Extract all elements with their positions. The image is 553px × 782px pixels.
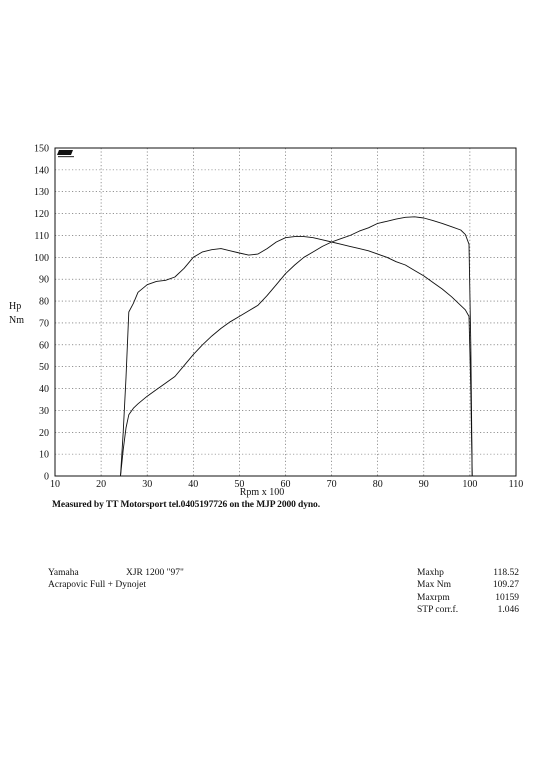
dyno-caption: Measured by TT Motorsport tel.0405197726… (52, 500, 320, 510)
stat-label: STP corr.f. (417, 604, 459, 615)
x-tick-label: 90 (419, 479, 429, 490)
x-tick-labels: 10 20 30 40 50 60 70 80 90 100 110 (50, 479, 523, 490)
y-tick-label: 90 (39, 275, 49, 286)
mjp-logo (57, 150, 74, 158)
stat-row-maxnm: Max Nm 109.27 (417, 579, 519, 591)
stat-row-maxhp: Maxhp 118.52 (417, 567, 519, 579)
x-tick-label: 10 (50, 479, 60, 490)
y-tick-label: 120 (34, 209, 49, 220)
x-tick-label: 40 (188, 479, 198, 490)
y-tick-labels: 0 10 20 30 40 50 60 70 80 90 100 110 120 130 140 150 (34, 144, 49, 483)
y-axis-label-hp: Hp (9, 301, 21, 312)
y-tick-label: 150 (34, 144, 49, 155)
vehicle-make: Yamaha (48, 568, 79, 578)
stat-row-maxrpm: Maxrpm 10159 (417, 592, 519, 604)
x-tick-label: 80 (373, 479, 383, 490)
x-tick-label: 100 (462, 479, 477, 490)
x-tick-label: 20 (96, 479, 106, 490)
y-tick-label: 140 (34, 165, 49, 176)
y-tick-label: 0 (44, 472, 49, 483)
y-tick-label: 130 (34, 187, 49, 198)
y-tick-label: 110 (34, 231, 49, 242)
y-tick-label: 60 (39, 340, 49, 351)
y-tick-label: 80 (39, 297, 49, 308)
chart-grid (55, 148, 516, 476)
x-tick-label: 110 (509, 479, 524, 490)
y-tick-label: 20 (39, 428, 49, 439)
y-tick-label: 50 (39, 362, 49, 373)
stat-label: Maxhp (417, 568, 444, 578)
x-tick-label: 30 (142, 479, 152, 490)
series-layer (120, 216, 473, 477)
stat-label: Maxrpm (417, 592, 450, 603)
vehicle-model: XJR 1200 "97" (126, 568, 184, 578)
series-line-power (120, 216, 473, 477)
y-tick-label: 40 (39, 384, 49, 395)
stat-row-stp: STP corr.f. 1.046 (417, 604, 519, 616)
series-line-torque (120, 236, 473, 477)
y-axis-label-nm: Nm (9, 315, 24, 326)
stat-value: 10159 (495, 592, 519, 603)
y-tick-label: 70 (39, 318, 49, 329)
x-axis-label: Rpm x 100 (240, 487, 284, 498)
stat-label: Max Nm (417, 580, 452, 591)
stat-value: 1.046 (497, 604, 519, 615)
y-tick-label: 100 (34, 253, 49, 264)
stat-value: 109.27 (492, 580, 519, 591)
vehicle-info: Yamaha XJR 1200 "97" Acrapovic Full + Dyn… (48, 567, 184, 591)
stat-value: 118.52 (493, 568, 519, 578)
y-tick-label: 10 (39, 450, 49, 461)
vehicle-setup: Acrapovic Full + Dynojet (48, 580, 146, 590)
y-tick-label: 30 (39, 406, 49, 417)
logo-mark (57, 150, 73, 155)
x-tick-label: 50 (234, 479, 244, 490)
dyno-stats: Maxhp 118.52 Max Nm 109.27 Maxrpm 10159 STP… (417, 567, 519, 616)
plot-frame (54, 147, 517, 477)
x-tick-label: 60 (281, 479, 291, 490)
logo-underline (58, 156, 74, 158)
x-tick-label: 70 (327, 479, 337, 490)
